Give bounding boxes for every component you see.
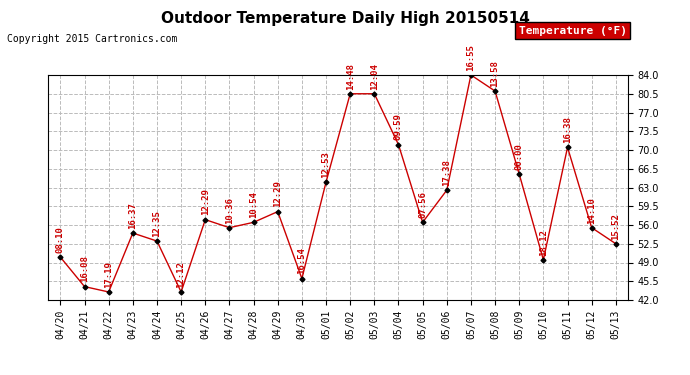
Text: 09:59: 09:59: [394, 114, 403, 141]
Text: 12:29: 12:29: [273, 181, 282, 207]
Text: Temperature (°F): Temperature (°F): [519, 26, 627, 36]
Text: 12:29: 12:29: [201, 189, 210, 216]
Text: 12:35: 12:35: [152, 210, 161, 237]
Text: 14:10: 14:10: [587, 196, 596, 223]
Text: 12:53: 12:53: [322, 151, 331, 178]
Text: 16:54: 16:54: [297, 248, 306, 274]
Text: 10:54: 10:54: [249, 191, 258, 218]
Text: 07:56: 07:56: [418, 191, 427, 218]
Text: 16:55: 16:55: [466, 44, 475, 71]
Text: 08:10: 08:10: [56, 226, 65, 253]
Text: 18:12: 18:12: [539, 229, 548, 256]
Text: 14:48: 14:48: [346, 63, 355, 90]
Text: 17:19: 17:19: [104, 261, 113, 288]
Text: 16:37: 16:37: [128, 202, 137, 229]
Text: 12:12: 12:12: [177, 261, 186, 288]
Text: 16:38: 16:38: [563, 116, 572, 143]
Text: 10:36: 10:36: [225, 196, 234, 223]
Text: 15:52: 15:52: [611, 213, 620, 240]
Text: 00:00: 00:00: [515, 143, 524, 170]
Text: 13:58: 13:58: [491, 60, 500, 87]
Text: Outdoor Temperature Daily High 20150514: Outdoor Temperature Daily High 20150514: [161, 11, 529, 26]
Text: Copyright 2015 Cartronics.com: Copyright 2015 Cartronics.com: [7, 34, 177, 44]
Text: 12:04: 12:04: [370, 63, 379, 90]
Text: 17:38: 17:38: [442, 159, 451, 186]
Text: 16:08: 16:08: [80, 256, 89, 282]
